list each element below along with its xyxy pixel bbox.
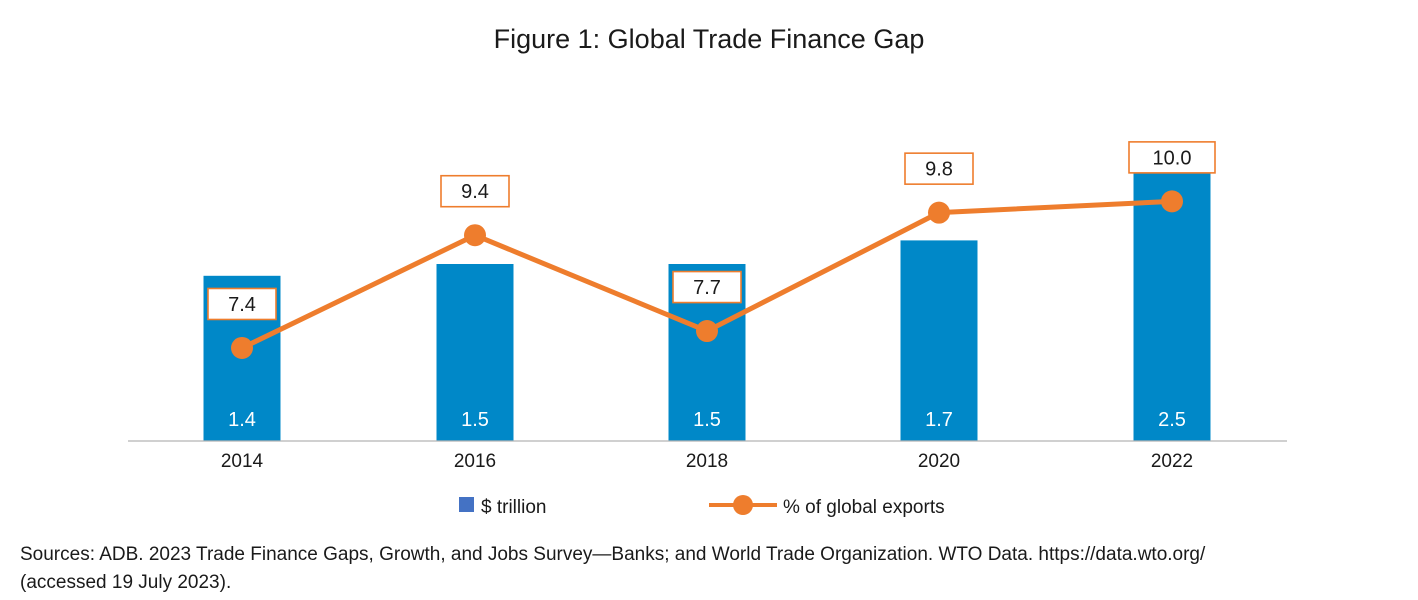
line-point-2016	[464, 224, 486, 247]
line-label-box-2014	[207, 287, 277, 321]
x-tick-label-2022: 2022	[1151, 451, 1193, 472]
line-point-2020	[928, 201, 950, 224]
bar-value-label-2022: 2.5	[1158, 409, 1186, 431]
source-line-1: Sources: ADB. 2023 Trade Finance Gaps, G…	[20, 544, 1206, 565]
legend-line-marker	[733, 495, 753, 515]
x-tick-label-2016: 2016	[454, 451, 496, 472]
line-value-label-2018: 7.7	[693, 277, 721, 299]
line-label-box-2020	[904, 152, 974, 185]
line-label-box-2018	[672, 270, 742, 304]
line-value-label-2016: 9.4	[461, 181, 489, 203]
bar-labels-layer: 1.4 1.5 1.5 1.7 2.5	[228, 409, 1186, 431]
line-value-label-2020: 9.8	[925, 159, 953, 181]
legend: $ trillion % of global exports	[459, 495, 945, 518]
line-point-2022	[1161, 190, 1183, 213]
bar-value-label-2020: 1.7	[925, 409, 953, 431]
chart-title: Figure 1: Global Trade Finance Gap	[493, 24, 925, 54]
x-tick-label-2020: 2020	[918, 451, 960, 472]
bar-value-label-2014: 1.4	[228, 409, 256, 431]
line-label-box-2016	[440, 174, 510, 208]
legend-bar-label: $ trillion	[481, 497, 546, 518]
line-point-2014	[231, 336, 253, 359]
bar-2020	[900, 240, 978, 441]
bar-value-label-2016: 1.5	[461, 409, 489, 431]
chart-plot: 1.4 1.5 1.5 1.7 2.5 2014 2016 2018 2020 2022 7.4…	[128, 141, 1287, 518]
line-labels-layer: 7.4 9.4 7.7 9.8 10.0	[207, 141, 1216, 321]
line-value-label-2022: 10.0	[1153, 147, 1192, 169]
bar-2022	[1133, 146, 1211, 441]
line-label-box-2022	[1128, 141, 1216, 174]
line-layer	[231, 190, 1183, 359]
legend-bar-swatch	[459, 497, 474, 512]
line-value-label-2014: 7.4	[228, 294, 256, 316]
line-point-2018	[696, 320, 718, 343]
x-tick-label-2014: 2014	[221, 451, 264, 472]
source-note: Sources: ADB. 2023 Trade Finance Gaps, G…	[20, 541, 1400, 597]
x-ticks-layer: 2014 2016 2018 2020 2022	[221, 451, 1193, 472]
legend-line-label: % of global exports	[783, 497, 945, 518]
bar-2016	[436, 264, 514, 441]
bar-value-label-2018: 1.5	[693, 409, 721, 431]
source-line-2: (accessed 19 July 2023).	[20, 572, 232, 593]
x-tick-label-2018: 2018	[686, 451, 728, 472]
